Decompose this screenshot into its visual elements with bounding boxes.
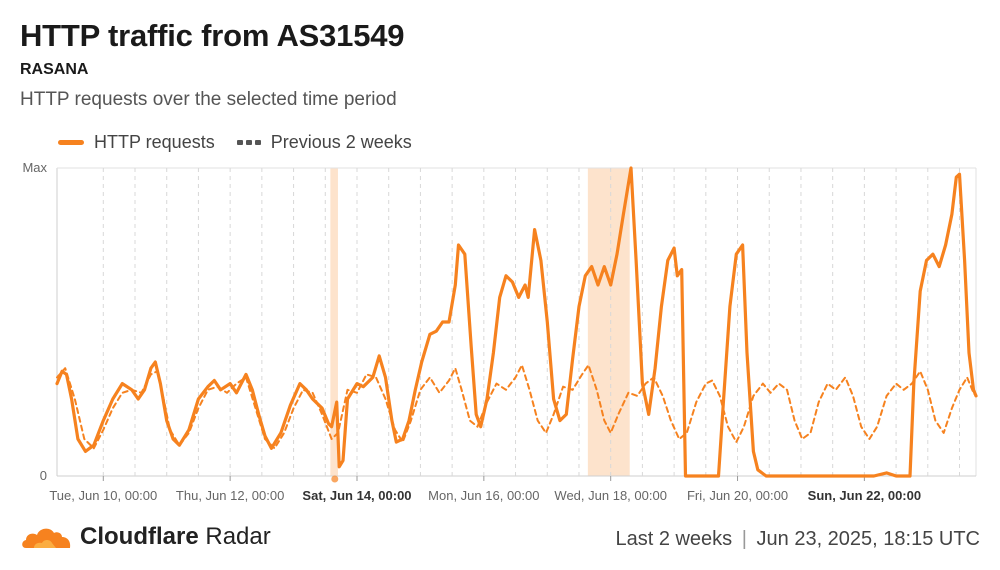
y-tick-label: 0 <box>40 468 47 483</box>
anomaly-marker <box>331 475 339 483</box>
x-tick-label: Tue, Jun 10, 00:00 <box>49 488 157 503</box>
chart-title: HTTP traffic from AS31549 <box>20 18 405 53</box>
footer-separator: | <box>741 528 747 550</box>
solid-line-icon <box>58 140 84 145</box>
x-tick-label: Mon, Jun 16, 00:00 <box>428 488 539 503</box>
legend: HTTP requests Previous 2 weeks <box>58 132 434 153</box>
chart-description: HTTP requests over the selected time per… <box>20 89 397 110</box>
x-tick-label: Wed, Jun 18, 00:00 <box>554 488 667 503</box>
x-tick-label: Sun, Jun 22, 00:00 <box>808 488 921 503</box>
x-tick-label: Sat, Jun 14, 00:00 <box>302 488 411 503</box>
brand-name: Cloudflare Radar <box>80 523 271 550</box>
footer-info: Last 2 weeks | Jun 23, 2025, 18:15 UTC <box>615 528 980 551</box>
legend-item-current[interactable]: HTTP requests <box>58 132 215 153</box>
series-line-previous <box>56 364 977 450</box>
dashed-line-icon <box>236 140 261 145</box>
cloudflare-logo: Cloudflare Radar <box>20 523 271 551</box>
x-tick-label: Thu, Jun 12, 00:00 <box>176 488 284 503</box>
legend-item-previous[interactable]: Previous 2 weeks <box>236 132 412 153</box>
timestamp-label: Jun 23, 2025, 18:15 UTC <box>756 528 980 550</box>
legend-label-current: HTTP requests <box>94 132 215 152</box>
cloudflare-cloud-icon <box>22 528 71 548</box>
series-line-current <box>55 166 978 478</box>
highlight-range-0 <box>330 168 338 476</box>
time-range-label: Last 2 weeks <box>615 528 733 550</box>
line-chart: Tue, Jun 10, 00:00 Thu, Jun 12, 00:00 Sat,… <box>22 160 978 503</box>
x-tick-label: Fri, Jun 20, 00:00 <box>687 488 788 503</box>
y-tick-label: Max <box>22 160 47 175</box>
chart-subtitle: RASANA <box>20 61 89 78</box>
legend-label-previous: Previous 2 weeks <box>270 132 412 152</box>
